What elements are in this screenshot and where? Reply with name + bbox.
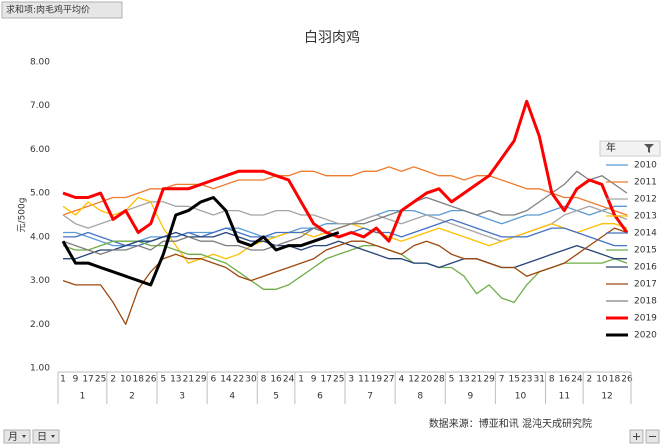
chart-title: 白羽肉鸡 bbox=[304, 29, 360, 46]
x-tick-label: 14 bbox=[220, 375, 232, 385]
y-tick-label: 2.00 bbox=[30, 320, 50, 330]
pivot-field-button[interactable] bbox=[1, 1, 123, 19]
x-tick-label: 22 bbox=[233, 375, 244, 385]
x-tick-label: 11 bbox=[358, 375, 369, 385]
x-tick-label: 13 bbox=[458, 375, 469, 385]
legend-label: 2016 bbox=[634, 263, 657, 273]
x-tick-label: 31 bbox=[534, 375, 545, 385]
series-line bbox=[62, 227, 628, 325]
x-tick-label: 25 bbox=[95, 375, 106, 385]
dropdown-icon bbox=[51, 435, 55, 438]
x-tick-label: 17 bbox=[82, 375, 93, 385]
legend-label: 2011 bbox=[634, 178, 657, 188]
y-tick-label: 6.00 bbox=[30, 145, 50, 155]
y-tick-label: 4.00 bbox=[30, 232, 50, 242]
y-tick-label: 1.00 bbox=[30, 364, 50, 374]
x-tick-label: 13 bbox=[170, 375, 181, 385]
x-tick-label: 25 bbox=[333, 375, 344, 385]
legend-title: 年 bbox=[606, 141, 616, 154]
x-tick-label: 20 bbox=[421, 375, 433, 385]
axis-field-button[interactable] bbox=[3, 429, 31, 444]
month-label: 7 bbox=[367, 392, 373, 402]
x-tick-label: 18 bbox=[609, 375, 621, 385]
month-label: 12 bbox=[601, 392, 612, 402]
x-tick-label: 4 bbox=[399, 375, 405, 385]
x-tick-label: 16 bbox=[559, 375, 571, 385]
series-line bbox=[62, 99, 629, 243]
source-note: 数据来源：博亚和讯 混沌天成研究院 bbox=[429, 417, 592, 430]
x-tick-label: 15 bbox=[508, 375, 519, 385]
legend-label: 2019 bbox=[634, 314, 657, 324]
axis-field: 日 bbox=[37, 432, 47, 443]
x-tick-label: 18 bbox=[132, 375, 144, 385]
legend-label: 2014 bbox=[634, 229, 657, 239]
x-tick-label: 21 bbox=[183, 375, 194, 385]
x-tick-label: 24 bbox=[571, 375, 583, 385]
legend-label: 2015 bbox=[634, 246, 657, 256]
legend-label: 2018 bbox=[634, 297, 657, 307]
month-label: 6 bbox=[317, 392, 323, 402]
x-tick-label: 8 bbox=[549, 375, 555, 385]
x-tick-label: 7 bbox=[499, 375, 505, 385]
x-tick-label: 17 bbox=[320, 375, 331, 385]
legend-label: 2012 bbox=[634, 195, 657, 205]
series-line bbox=[61, 196, 340, 287]
x-tick-label: 21 bbox=[471, 375, 482, 385]
month-label: 4 bbox=[229, 392, 235, 402]
month-label: 5 bbox=[273, 392, 279, 402]
x-tick-label: 16 bbox=[270, 375, 282, 385]
month-label: 10 bbox=[515, 392, 527, 402]
series-line bbox=[62, 240, 628, 304]
x-tick-label: 5 bbox=[160, 375, 166, 385]
x-tick-label: 30 bbox=[245, 375, 257, 385]
x-tick-label: 29 bbox=[483, 375, 495, 385]
x-tick-label: 23 bbox=[521, 375, 532, 385]
x-tick-label: 8 bbox=[261, 375, 267, 385]
x-tick-label: 26 bbox=[145, 375, 157, 385]
x-tick-label: 10 bbox=[596, 375, 608, 385]
x-tick-label: 29 bbox=[195, 375, 207, 385]
x-tick-label: 9 bbox=[311, 375, 317, 385]
y-tick-label: 5.00 bbox=[30, 189, 50, 199]
y-tick-label: 3.00 bbox=[30, 276, 50, 286]
legend-label: 2020 bbox=[634, 331, 657, 341]
x-tick-label: 19 bbox=[371, 375, 383, 385]
axis-field-button[interactable] bbox=[32, 429, 60, 444]
y-tick-label: 7.00 bbox=[30, 101, 50, 111]
month-label: 8 bbox=[417, 392, 423, 402]
x-tick-label: 2 bbox=[110, 375, 116, 385]
x-tick-label: 2 bbox=[587, 375, 593, 385]
month-label: 2 bbox=[129, 392, 135, 402]
legend-label: 2013 bbox=[634, 212, 657, 222]
dropdown-icon bbox=[22, 435, 26, 438]
x-tick-label: 12 bbox=[408, 375, 419, 385]
x-tick-label: 6 bbox=[211, 375, 217, 385]
pivot-field: 求和项:肉毛鸡平均价 bbox=[6, 4, 90, 16]
month-label: 3 bbox=[179, 392, 185, 402]
x-tick-label: 26 bbox=[621, 375, 633, 385]
x-tick-label: 10 bbox=[120, 375, 132, 385]
month-label: 11 bbox=[559, 392, 570, 402]
x-tick-label: 3 bbox=[348, 375, 354, 385]
legend-label: 2010 bbox=[634, 161, 657, 171]
legend-label: 2017 bbox=[634, 280, 657, 290]
y-tick-label: 8.00 bbox=[30, 58, 50, 68]
x-tick-label: 1 bbox=[298, 375, 304, 385]
x-tick-label: 28 bbox=[433, 375, 445, 385]
y-axis-label: 元/500g bbox=[18, 198, 28, 233]
x-tick-label: 9 bbox=[73, 375, 79, 385]
plus-icon bbox=[633, 433, 640, 440]
x-tick-label: 5 bbox=[449, 375, 455, 385]
x-tick-label: 1 bbox=[60, 375, 66, 385]
x-tick-label: 27 bbox=[383, 375, 394, 385]
series-line bbox=[62, 170, 628, 255]
series-line bbox=[62, 166, 628, 216]
x-tick-label: 24 bbox=[283, 375, 295, 385]
axis-field: 月 bbox=[8, 431, 18, 443]
month-label: 1 bbox=[80, 392, 86, 402]
filter-icon[interactable] bbox=[644, 144, 654, 153]
month-label: 9 bbox=[467, 392, 473, 402]
series-line bbox=[62, 196, 628, 264]
